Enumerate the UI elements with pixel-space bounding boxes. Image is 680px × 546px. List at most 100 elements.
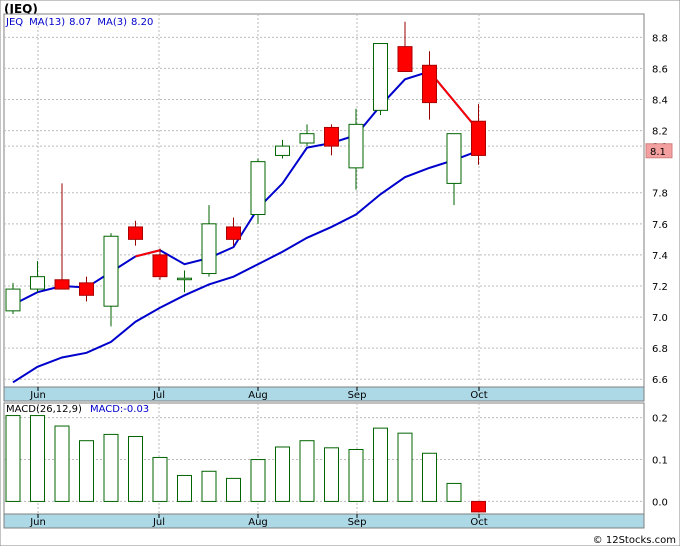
price-panel: 8.88.68.48.28.17.87.67.47.27.06.86.68.1J… <box>3 13 673 402</box>
candle-body <box>30 276 45 290</box>
candle <box>30 261 45 293</box>
macd-bar <box>299 440 315 502</box>
candle-body <box>471 120 486 156</box>
candle <box>54 183 70 290</box>
price-tick-label: 7.8 <box>652 189 668 200</box>
macd-bar <box>103 433 119 502</box>
macd-month-band <box>3 513 645 529</box>
candle <box>128 220 143 246</box>
candle-body <box>152 254 168 278</box>
price-tick-label: 7.2 <box>652 282 668 293</box>
macd-bar <box>324 447 339 502</box>
price-month-band <box>3 386 645 402</box>
macd-bar <box>226 477 241 502</box>
macd-bar <box>275 446 290 502</box>
price-legend: JEQ MA(13) 8.07 MA(3) 8.20 <box>5 17 153 28</box>
price-plot-area <box>3 13 645 388</box>
candle <box>103 233 119 327</box>
candle <box>5 282 21 314</box>
macd-tick-label: 0.2 <box>652 414 668 425</box>
macd-legend-label: MACD(26,12,9) <box>6 404 82 415</box>
macd-panel: 0.2 0.1 0.0 MACD(26,12,9) MACD:-0.03 Jun Jul Au… <box>3 402 668 529</box>
candle-body <box>324 126 339 147</box>
macd-legend-value: MACD:-0.03 <box>90 404 149 415</box>
legend-ma3-label: MA(3) <box>97 17 127 28</box>
month-label: Jun <box>29 390 46 401</box>
candle <box>79 276 94 302</box>
candle-body <box>250 161 266 215</box>
ma13-line <box>12 149 479 384</box>
candle <box>250 158 266 224</box>
watermark: © 12Stocks.com <box>593 535 676 546</box>
price-tick-label: 7.0 <box>652 313 668 324</box>
macd-bar <box>79 440 94 502</box>
macd-bar <box>30 415 45 502</box>
macd-bar <box>471 500 486 513</box>
price-tick-label: 7.6 <box>652 220 668 231</box>
candle <box>471 104 486 165</box>
legend-ma13-label: MA(13) <box>29 17 65 28</box>
ma3-down-segment <box>135 249 161 258</box>
macd-bar <box>152 456 168 502</box>
candle-body <box>79 282 94 296</box>
candle-body <box>5 288 21 312</box>
month-label: Oct <box>470 390 487 401</box>
candle <box>446 133 462 206</box>
last-price-badge <box>645 143 673 159</box>
candle-body <box>54 279 70 290</box>
macd-bar <box>446 482 462 502</box>
macd-month-label: Jul <box>152 517 165 528</box>
candle <box>373 43 388 116</box>
macd-bar <box>128 436 143 502</box>
macd-bar <box>201 470 217 502</box>
candle-body <box>103 235 119 307</box>
candle <box>201 205 217 277</box>
macd-tick-label: 0.0 <box>652 497 668 508</box>
price-tick-label: 8.6 <box>652 64 668 75</box>
candle <box>348 108 364 190</box>
price-tick-label: 8.8 <box>652 33 668 44</box>
macd-bar <box>250 459 266 502</box>
candle <box>397 21 413 73</box>
macd-legend: MACD(26,12,9) MACD:-0.03 <box>6 404 149 415</box>
ma3-down-segment <box>428 70 480 132</box>
last-price-badge-label: 8.1 <box>650 147 666 158</box>
macd-bar <box>5 415 21 502</box>
candle-body <box>177 277 192 281</box>
candle-body <box>397 46 413 73</box>
candle-body <box>446 133 462 184</box>
candle <box>324 124 339 156</box>
candle <box>275 139 290 159</box>
macd-bar <box>373 427 388 502</box>
macd-tick-label: 0.1 <box>652 456 668 467</box>
candle-body <box>422 64 437 104</box>
candle-body <box>226 226 241 240</box>
macd-bar <box>177 474 192 502</box>
price-tick-label: 7.4 <box>652 251 668 262</box>
macd-bar <box>397 432 413 502</box>
macd-month-label: Sep <box>348 517 367 528</box>
macd-bar <box>54 425 70 502</box>
legend-ma3-value: 8.20 <box>131 17 153 28</box>
price-tick-label: 6.8 <box>652 344 668 355</box>
macd-bar <box>348 448 364 502</box>
price-tick-label: 8.2 <box>652 127 668 138</box>
month-label: Sep <box>348 390 367 401</box>
macd-month-label: Jun <box>29 517 46 528</box>
candle <box>422 51 437 120</box>
month-label: Jul <box>152 390 165 401</box>
macd-bar <box>422 452 437 502</box>
candle-body <box>299 133 315 144</box>
candle-body <box>373 43 388 111</box>
candle-body <box>128 226 143 240</box>
price-tick-label: 6.6 <box>652 375 668 386</box>
legend-symbol: JEQ <box>5 17 23 28</box>
candle <box>177 270 192 293</box>
candle-body <box>348 123 364 169</box>
candle <box>299 124 315 147</box>
macd-month-label: Aug <box>248 517 268 528</box>
chart-title: (JEQ) <box>4 2 38 16</box>
candle <box>152 248 168 280</box>
